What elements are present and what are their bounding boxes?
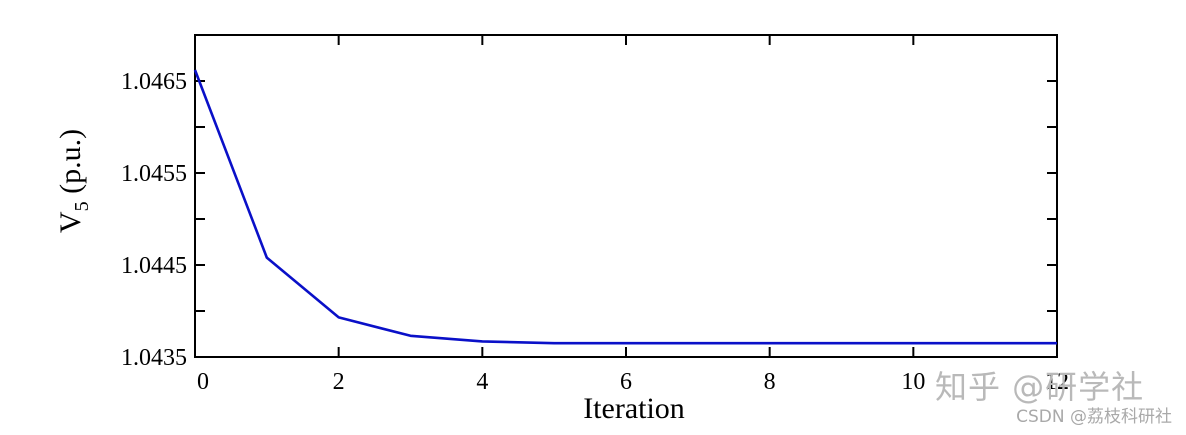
x-tick-label: 2	[333, 369, 345, 395]
y-axis-title: V5 (p.u.)	[54, 129, 93, 233]
x-axis-ticks: 0 2 4 6 8 10 12	[194, 35, 1069, 395]
plot-frame	[194, 34, 1058, 358]
watermark-zhihu: 知乎 @研学社	[935, 368, 1145, 406]
y-tick-label: 1.0435	[121, 345, 187, 371]
plot-area-frame	[194, 34, 1058, 358]
y-tick-label: 1.0445	[121, 253, 187, 279]
x-tick-label: 8	[764, 369, 776, 395]
y-axis-title-unit: (p.u.)	[54, 129, 87, 201]
y-axis-title-subscript: 5	[71, 201, 93, 211]
x-tick-label: 0	[197, 369, 209, 395]
y-tick-label: 1.0465	[121, 69, 187, 95]
x-tick-label: 4	[476, 369, 488, 395]
x-tick-label: 6	[620, 369, 632, 395]
y-axis-title-symbol: V	[54, 211, 87, 233]
x-axis-title: Iteration	[583, 392, 685, 425]
watermark-csdn: CSDN @荔枝科研社	[1016, 407, 1172, 427]
x-tick-label: 12	[1045, 369, 1069, 395]
y-tick-label: 1.0455	[121, 161, 187, 187]
series-layer	[193, 69, 1057, 345]
x-tick-label: 10	[901, 369, 925, 395]
y-axis-ticks: 1.0435 1.0445 1.0455 1.0465	[121, 69, 1057, 371]
series-line	[193, 69, 1057, 345]
